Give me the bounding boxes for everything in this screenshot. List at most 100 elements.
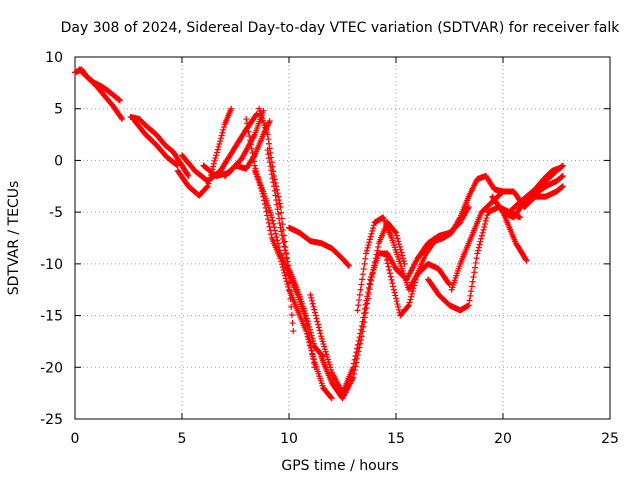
data-point	[367, 233, 374, 240]
data-point	[266, 140, 273, 147]
data-point	[290, 328, 297, 335]
data-point	[271, 187, 278, 194]
data-point	[308, 294, 315, 301]
data-point	[243, 116, 250, 123]
data-point	[356, 297, 363, 304]
y-tick-label: -25	[40, 412, 63, 428]
data-point	[350, 374, 357, 381]
data-point	[367, 281, 374, 288]
data-point	[365, 242, 372, 249]
data-point	[218, 132, 225, 139]
data-point	[249, 149, 256, 156]
data-point	[210, 160, 217, 167]
data-point	[314, 318, 321, 325]
data-point	[361, 319, 368, 326]
data-point	[359, 276, 366, 283]
series-arc-23	[521, 183, 566, 205]
data-point	[362, 309, 369, 316]
data-point	[228, 105, 235, 112]
data-point	[279, 221, 286, 228]
data-point	[363, 250, 370, 257]
data-point	[474, 250, 481, 257]
data-point	[481, 220, 488, 227]
data-point	[264, 131, 271, 138]
data-point	[352, 363, 359, 370]
data-point	[307, 291, 314, 298]
y-tick-label: -15	[40, 309, 63, 325]
data-point	[270, 179, 277, 186]
data-point	[268, 167, 275, 174]
data-point	[264, 147, 271, 154]
data-point	[357, 340, 364, 347]
data-point	[275, 243, 282, 250]
data-point	[269, 217, 276, 224]
data-point	[471, 264, 478, 271]
data-point	[405, 302, 412, 309]
x-tick-label: 15	[387, 431, 405, 447]
data-point	[269, 175, 276, 182]
data-point	[369, 270, 376, 277]
data-point	[473, 255, 480, 262]
data-point	[251, 162, 258, 169]
data-point	[248, 145, 255, 152]
data-point	[390, 286, 397, 293]
data-point	[395, 303, 402, 310]
series-arc-3	[127, 113, 192, 179]
data-point	[312, 312, 319, 319]
data-point	[308, 347, 315, 354]
data-point	[275, 240, 282, 247]
data-point	[394, 235, 401, 242]
data-point	[374, 247, 381, 254]
data-point	[390, 283, 397, 290]
data-point	[482, 218, 489, 225]
data-point	[119, 116, 126, 123]
data-point	[276, 215, 283, 222]
data-point	[310, 337, 317, 344]
data-point	[274, 237, 281, 244]
data-point	[355, 302, 362, 309]
data-point	[394, 301, 401, 308]
data-point	[366, 239, 373, 246]
data-point	[274, 206, 281, 213]
data-point	[465, 203, 472, 210]
data-point	[350, 370, 357, 377]
data-point	[480, 226, 487, 233]
data-point	[359, 271, 366, 278]
data-point	[267, 163, 274, 170]
data-point	[475, 244, 482, 251]
data-point	[386, 270, 393, 277]
data-point	[382, 250, 389, 257]
data-point	[356, 344, 363, 351]
data-point	[363, 305, 370, 312]
data-point	[517, 214, 524, 221]
data-point	[445, 280, 452, 287]
data-point	[559, 183, 566, 190]
data-point	[118, 114, 125, 121]
data-point	[465, 302, 472, 309]
data-point	[273, 234, 280, 241]
data-point	[271, 224, 278, 231]
data-point	[368, 274, 375, 281]
data-point	[266, 118, 273, 125]
data-point	[393, 295, 399, 302]
data-point	[328, 394, 335, 401]
data-point	[468, 288, 475, 295]
data-point	[273, 201, 280, 208]
data-point	[313, 315, 320, 322]
series-arc-17	[382, 172, 506, 319]
data-point	[363, 247, 370, 254]
data-point	[174, 162, 181, 169]
y-tick-label: 10	[45, 50, 63, 66]
data-point	[371, 262, 378, 269]
data-point	[387, 273, 394, 280]
data-point	[393, 232, 400, 239]
data-point	[271, 227, 278, 234]
data-point	[361, 260, 368, 267]
data-point	[215, 143, 222, 150]
data-point	[396, 243, 403, 250]
data-point	[276, 247, 283, 254]
series-arc-12	[264, 147, 327, 360]
data-point	[392, 292, 399, 299]
